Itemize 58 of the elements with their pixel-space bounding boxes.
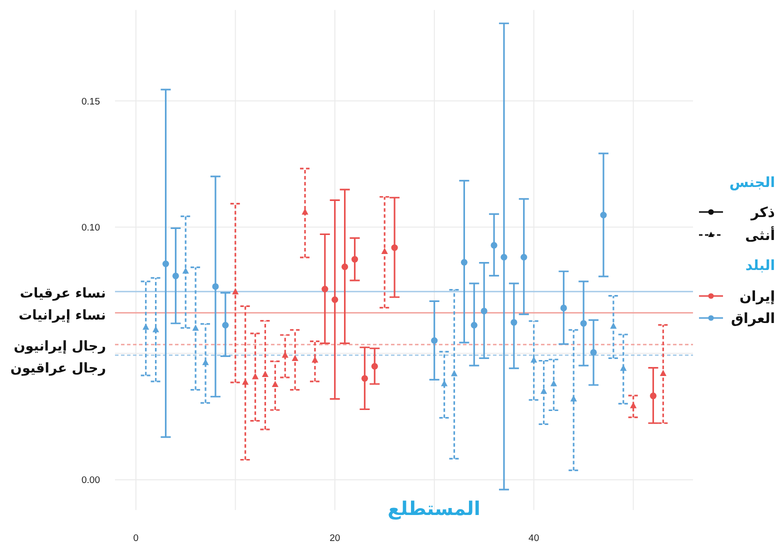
point <box>322 286 328 292</box>
point <box>460 258 468 266</box>
point <box>212 283 219 290</box>
point <box>600 212 607 218</box>
point <box>550 380 558 386</box>
point <box>510 319 518 326</box>
point <box>520 254 528 261</box>
ref-line-label: نساء عرقيات <box>20 286 106 302</box>
ref-line-label: نساء إيرانيات <box>18 308 106 324</box>
point <box>332 296 338 303</box>
point <box>490 242 498 249</box>
point <box>560 304 567 312</box>
y-tick-label: 0.15 <box>82 96 100 108</box>
point <box>580 320 587 327</box>
point <box>252 373 259 380</box>
point <box>620 364 627 371</box>
x-tick-label: 40 <box>528 533 540 544</box>
point <box>262 370 269 377</box>
point <box>222 322 229 328</box>
text: ذكر <box>750 205 775 221</box>
point <box>282 352 288 358</box>
point <box>470 322 478 328</box>
point <box>172 272 179 280</box>
point <box>540 388 548 394</box>
ref-line-label: رجال عراقيون <box>10 360 106 377</box>
point <box>381 248 388 254</box>
point <box>142 324 150 330</box>
text: إيران <box>739 289 775 305</box>
point <box>192 324 199 331</box>
x-axis-title: المستطلع <box>388 498 480 520</box>
point <box>272 380 278 388</box>
point <box>361 375 368 382</box>
ref-line-label: رجال إيرانيون <box>14 338 106 355</box>
point <box>342 264 348 270</box>
text: أنثى <box>745 226 775 244</box>
y-tick-label: 0.10 <box>82 222 100 234</box>
point <box>480 308 488 314</box>
point <box>570 395 577 402</box>
y-tick-label: 0.00 <box>82 475 100 486</box>
point <box>590 349 597 356</box>
point <box>610 322 617 329</box>
point <box>182 267 189 274</box>
point <box>450 370 458 376</box>
point <box>371 363 378 370</box>
point <box>292 354 298 362</box>
point <box>232 288 239 294</box>
point <box>660 370 666 376</box>
text: البلد <box>745 258 775 274</box>
text: العراق <box>731 311 775 327</box>
point <box>162 260 170 268</box>
point <box>351 256 358 263</box>
x-tick-label: 0 <box>133 533 139 544</box>
point <box>391 244 398 251</box>
point <box>500 254 508 261</box>
legend-title: الجنس <box>729 175 775 191</box>
point <box>431 337 438 344</box>
point <box>650 392 657 400</box>
x-tick-label: 20 <box>330 533 340 544</box>
